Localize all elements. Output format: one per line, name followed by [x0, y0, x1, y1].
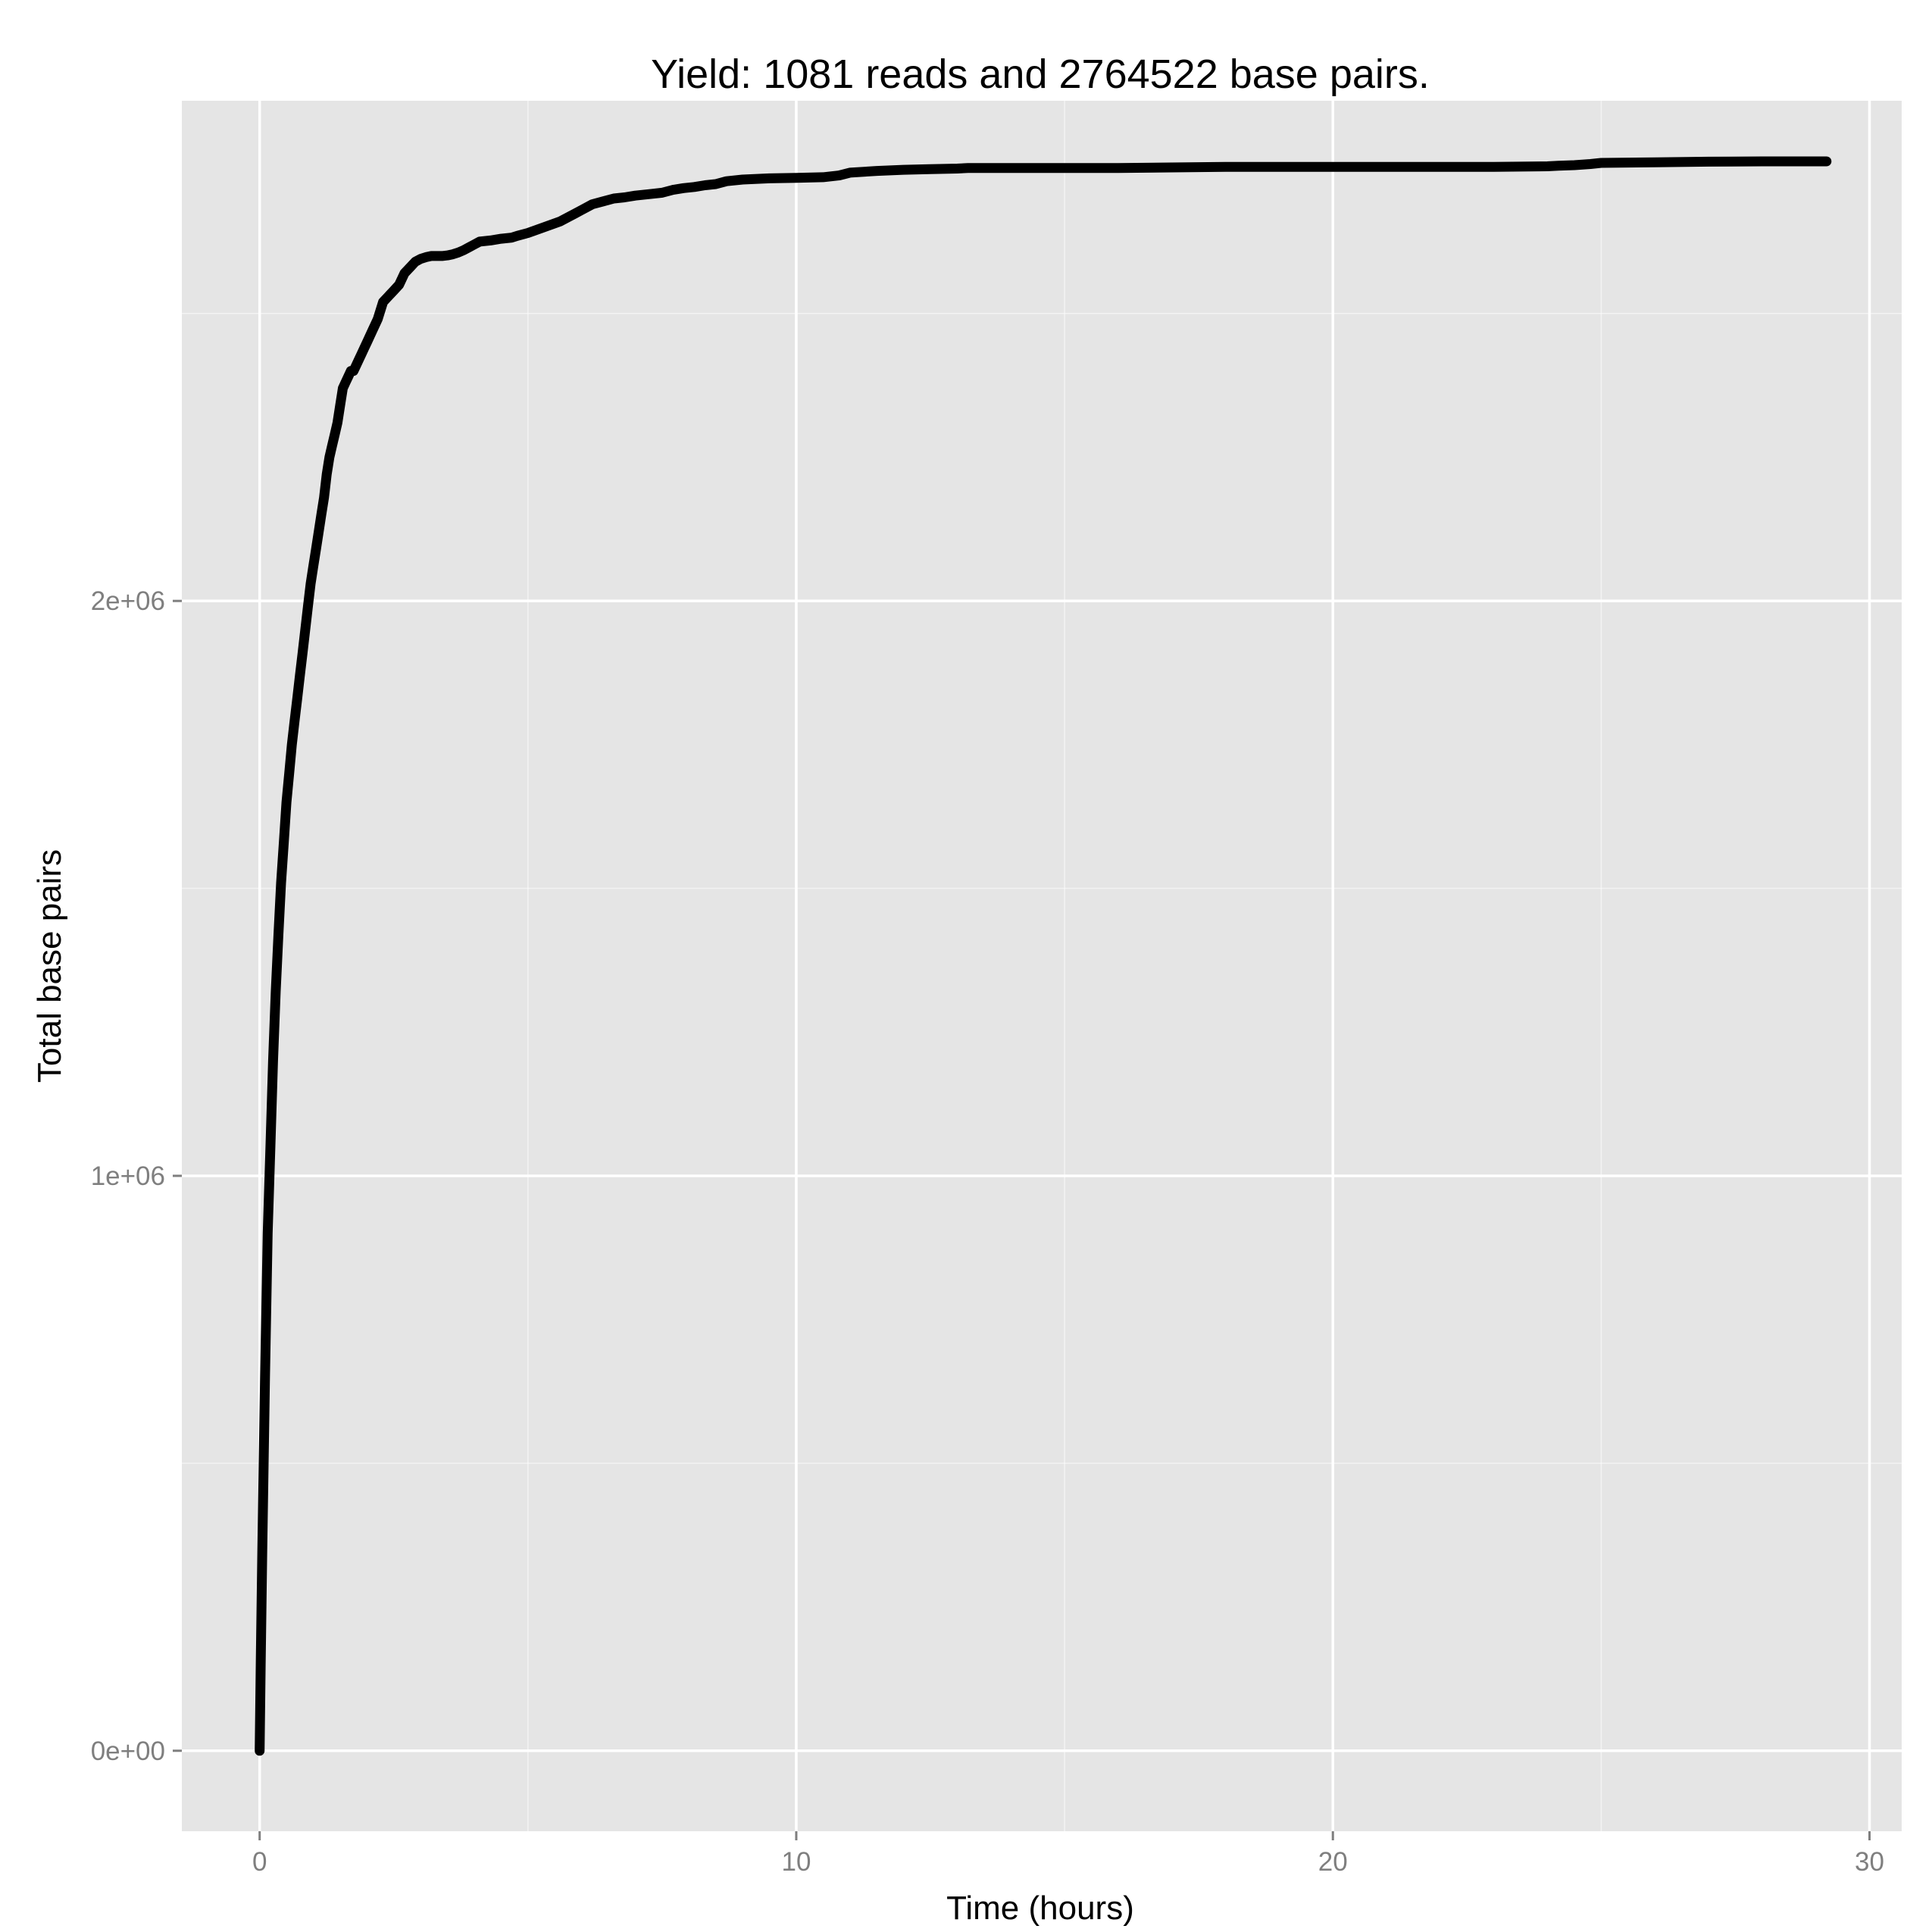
y-tick-label: 1e+06	[91, 1161, 165, 1191]
plot-panel	[182, 101, 1902, 1831]
plot-area	[182, 101, 1902, 1831]
x-tick-label: 10	[781, 1847, 811, 1877]
y-tick-label: 0e+00	[91, 1737, 165, 1766]
x-tick-label: 0	[252, 1847, 267, 1877]
x-axis-title: Time (hours)	[946, 1890, 1134, 1927]
y-axis-title: Total base pairs	[31, 849, 68, 1083]
axes: 0 10 20 30 0e+00 1e+06 2e+06	[91, 586, 1884, 1877]
y-tick-label: 2e+06	[91, 586, 165, 616]
x-tick-label: 30	[1855, 1847, 1884, 1877]
cumulative-yield-line	[255, 156, 1832, 1756]
x-tick-label: 20	[1318, 1847, 1348, 1877]
chart-title: Yield: 1081 reads and 2764522 base pairs…	[651, 52, 1430, 97]
